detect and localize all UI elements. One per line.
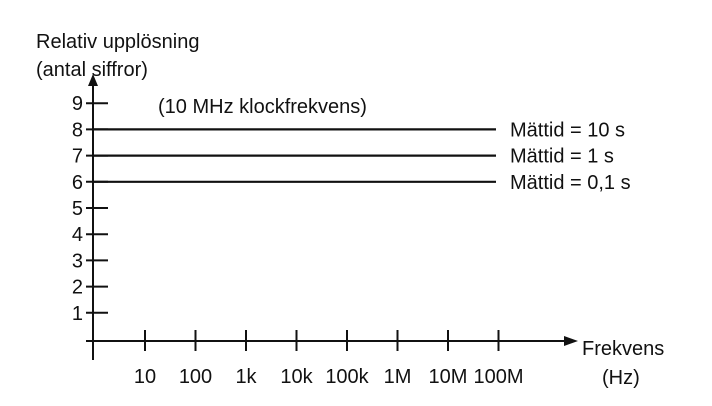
x-tick-label: 1k xyxy=(235,366,257,388)
y-axis-arrowhead xyxy=(88,74,98,86)
y-tick-label: 4 xyxy=(72,224,83,246)
series-label: Mättid = 0,1 s xyxy=(510,172,631,194)
y-axis-label: Relativ upplösning (antal siffror) xyxy=(36,31,199,81)
y-tick-label: 5 xyxy=(72,198,83,220)
y-tick-label: 1 xyxy=(72,303,83,325)
y-axis-label-line-1: Relativ upplösning xyxy=(36,31,199,53)
y-tick-label: 9 xyxy=(72,93,83,115)
x-axis-arrowhead xyxy=(564,336,578,346)
series-label: Mättid = 1 s xyxy=(510,146,614,168)
x-tick-label: 10k xyxy=(280,366,313,388)
x-axis-label: Frekvens (Hz) xyxy=(582,338,664,389)
y-tick-label: 3 xyxy=(72,250,83,272)
x-tick-label: 1M xyxy=(384,366,412,388)
x-tick-label: 10 xyxy=(134,366,156,388)
x-tick-label: 100M xyxy=(473,366,523,388)
series-label: Mättid = 10 s xyxy=(510,119,625,141)
x-tick-label: 100 xyxy=(179,366,212,388)
y-tick-label: 2 xyxy=(72,277,83,299)
y-tick-label: 8 xyxy=(72,119,83,141)
y-tick-label: 6 xyxy=(72,172,83,194)
x-tick-label: 100k xyxy=(325,366,369,388)
y-axis-ticks: 1 2 3 4 5 6 7 8 9 xyxy=(72,93,108,325)
series-lines: Mättid = 10 s Mättid = 1 s Mättid = 0,1 s xyxy=(93,119,631,194)
x-tick-label: 10M xyxy=(429,366,468,388)
x-axis-label-line-1: Frekvens xyxy=(582,338,664,360)
y-tick-label: 7 xyxy=(72,146,83,168)
y-axis-label-line-2: (antal siffror) xyxy=(36,59,148,81)
x-axis-ticks: 10 100 1k 10k 100k 1M 10M 100M xyxy=(134,330,524,388)
x-axis-label-line-2: (Hz) xyxy=(602,367,640,389)
clock-frequency-annotation: (10 MHz klockfrekvens) xyxy=(158,96,367,118)
